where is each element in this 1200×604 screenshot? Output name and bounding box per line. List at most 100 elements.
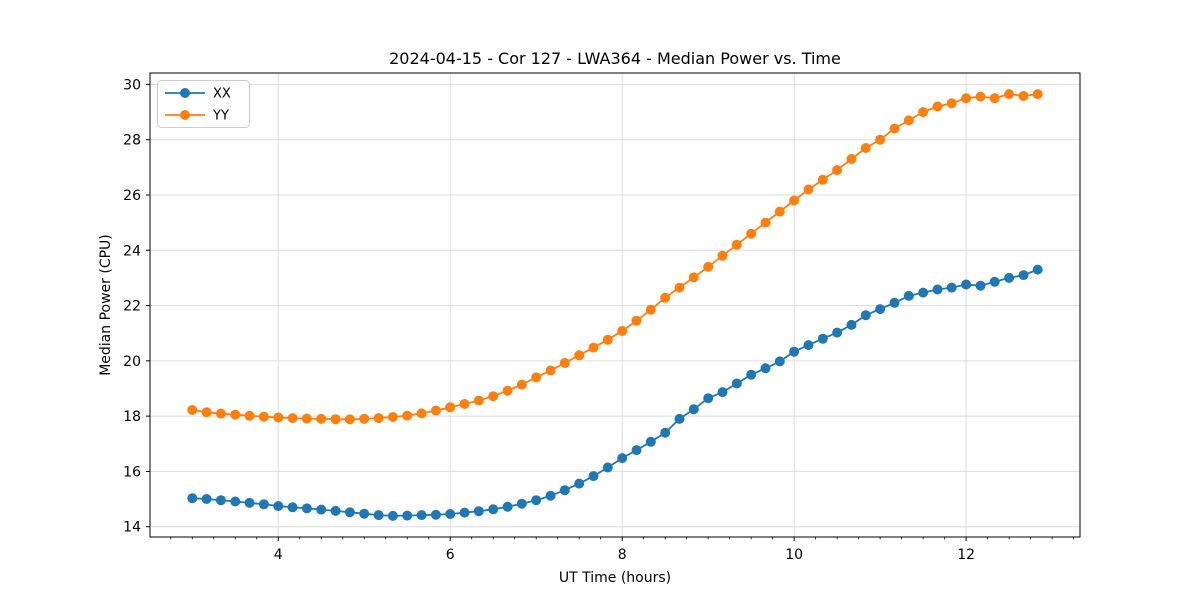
- data-point: [488, 391, 499, 402]
- data-series: [187, 89, 1043, 521]
- series-line-xx: [192, 268, 1039, 517]
- x-tick-label: 8: [618, 547, 627, 563]
- legend-marker-icon: [180, 110, 190, 120]
- data-point: [215, 408, 226, 419]
- x-tick-label: 4: [274, 547, 283, 563]
- data-point: [760, 363, 771, 374]
- data-point: [703, 393, 714, 404]
- data-point: [746, 228, 757, 239]
- data-point: [445, 402, 456, 413]
- data-point: [1018, 270, 1029, 281]
- data-point: [559, 485, 570, 496]
- data-point: [516, 379, 527, 390]
- legend: XX YY: [157, 80, 250, 128]
- data-point: [903, 290, 914, 301]
- y-tick-label: 18: [123, 409, 141, 425]
- data-point: [889, 123, 900, 134]
- data-point: [617, 326, 628, 336]
- data-point: [631, 445, 642, 456]
- data-point: [946, 282, 957, 293]
- data-point: [860, 310, 871, 321]
- data-point: [674, 413, 685, 424]
- data-point: [703, 261, 714, 272]
- data-point: [660, 427, 671, 438]
- series-yy: [187, 89, 1043, 425]
- data-point: [430, 509, 441, 520]
- data-point: [846, 154, 857, 164]
- data-point: [760, 217, 771, 228]
- data-point: [731, 378, 742, 389]
- data-point: [531, 495, 542, 506]
- data-point: [932, 101, 943, 112]
- y-tick-label: 24: [123, 243, 141, 259]
- data-point: [875, 134, 886, 145]
- data-point: [201, 494, 212, 504]
- data-point: [373, 510, 384, 521]
- data-point: [846, 319, 857, 330]
- x-axis-label: UT Time (hours): [559, 570, 671, 586]
- y-tick-label: 22: [123, 299, 141, 315]
- data-point: [803, 184, 814, 195]
- data-point: [789, 346, 800, 357]
- data-point: [961, 93, 972, 104]
- data-point: [832, 165, 843, 176]
- data-point: [789, 195, 800, 206]
- series-line-yy: [192, 93, 1038, 421]
- data-point: [688, 272, 699, 283]
- data-point: [746, 369, 757, 380]
- data-point: [459, 399, 470, 409]
- data-point: [660, 292, 671, 303]
- data-point: [531, 372, 542, 383]
- data-point: [774, 206, 785, 217]
- data-point: [645, 436, 656, 447]
- y-tick-label: 26: [123, 188, 141, 204]
- data-point: [187, 405, 198, 415]
- data-point: [731, 239, 742, 250]
- data-point: [273, 501, 284, 511]
- data-point: [903, 115, 914, 126]
- data-point: [1032, 264, 1043, 275]
- data-point: [631, 315, 642, 326]
- data-point: [387, 412, 398, 422]
- data-point: [574, 478, 585, 489]
- y-tick-label: 28: [123, 133, 141, 149]
- data-point: [402, 410, 413, 421]
- y-tick-label: 20: [123, 354, 141, 370]
- data-point: [817, 333, 828, 344]
- data-point: [1004, 272, 1015, 283]
- data-point: [416, 408, 427, 419]
- data-point: [187, 493, 198, 504]
- data-point: [1018, 91, 1029, 101]
- data-point: [645, 304, 656, 315]
- data-point: [817, 174, 828, 185]
- data-point: [330, 414, 341, 425]
- data-point: [975, 91, 986, 102]
- data-point: [244, 497, 255, 508]
- legend-label-yy: YY: [212, 109, 229, 124]
- data-point: [946, 98, 957, 109]
- data-point: [316, 504, 327, 515]
- data-point: [473, 395, 484, 406]
- data-point: [301, 413, 312, 424]
- y-tick-label: 16: [123, 464, 141, 480]
- data-point: [445, 509, 456, 519]
- data-point: [230, 409, 241, 420]
- data-point: [516, 498, 527, 509]
- data-point: [832, 327, 843, 338]
- data-point: [287, 502, 298, 513]
- legend-label-xx: XX: [213, 87, 231, 102]
- data-point: [803, 340, 814, 351]
- data-point: [230, 496, 241, 507]
- data-point: [488, 504, 499, 515]
- series-xx: [187, 264, 1043, 521]
- data-point: [545, 365, 556, 376]
- data-point: [1004, 89, 1015, 100]
- data-point: [989, 276, 1000, 287]
- data-point: [387, 510, 398, 521]
- data-point: [316, 413, 327, 424]
- data-point: [588, 342, 599, 353]
- x-tick-label: 12: [957, 547, 975, 563]
- data-point: [244, 410, 255, 421]
- data-point: [688, 404, 699, 415]
